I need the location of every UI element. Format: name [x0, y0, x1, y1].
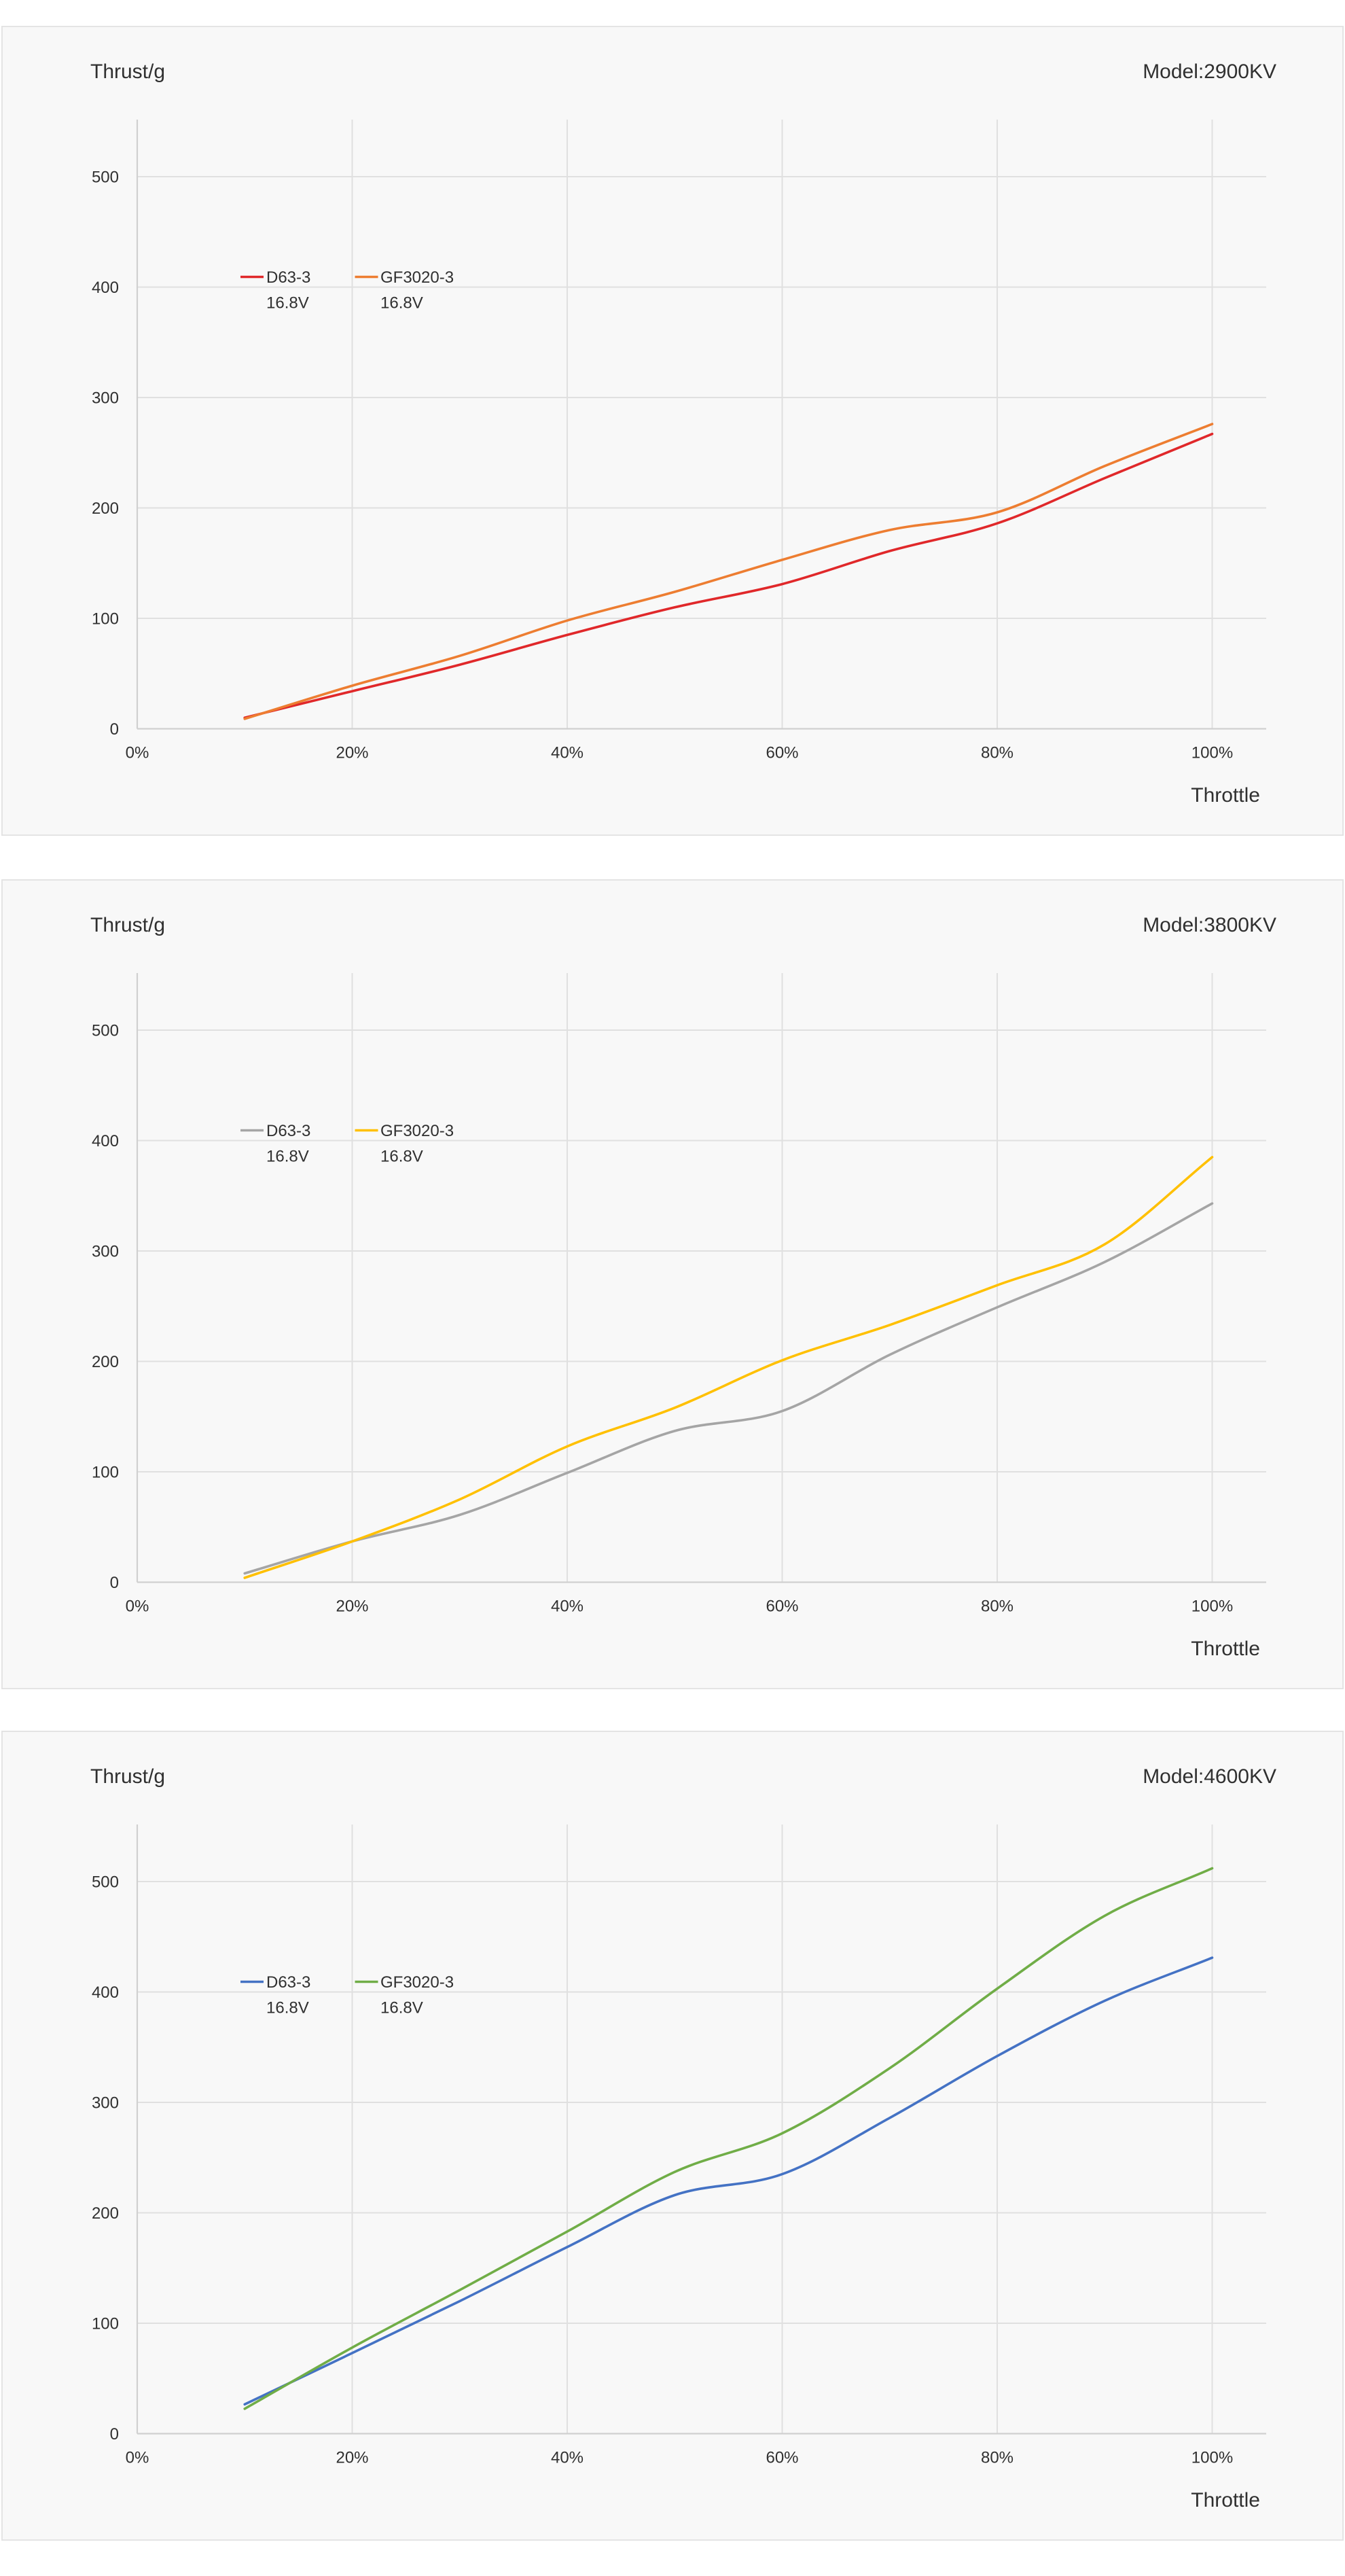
svg-text:500: 500 — [92, 1873, 119, 1892]
svg-text:400: 400 — [92, 279, 119, 297]
svg-text:0: 0 — [110, 2425, 119, 2443]
svg-text:Model:4600KV: Model:4600KV — [1143, 1765, 1276, 1788]
svg-text:16.8V: 16.8V — [380, 294, 423, 313]
svg-text:60%: 60% — [766, 744, 798, 762]
svg-text:100: 100 — [92, 2315, 119, 2333]
svg-text:500: 500 — [92, 1022, 119, 1040]
svg-text:100%: 100% — [1191, 744, 1233, 762]
svg-text:0: 0 — [110, 720, 119, 739]
svg-text:20%: 20% — [336, 1598, 368, 1616]
svg-text:40%: 40% — [551, 2449, 584, 2467]
svg-text:Model:2900KV: Model:2900KV — [1143, 60, 1276, 83]
svg-text:0%: 0% — [126, 1598, 149, 1616]
svg-text:0%: 0% — [126, 2449, 149, 2467]
svg-text:GF3020-3: GF3020-3 — [380, 268, 454, 287]
svg-text:16.8V: 16.8V — [380, 1148, 423, 1166]
svg-text:16.8V: 16.8V — [266, 1148, 309, 1166]
svg-text:80%: 80% — [981, 744, 1014, 762]
svg-text:Thrust/g: Thrust/g — [90, 60, 165, 83]
svg-text:100: 100 — [92, 610, 119, 629]
svg-text:Thrust/g: Thrust/g — [90, 914, 165, 936]
svg-text:40%: 40% — [551, 744, 584, 762]
svg-text:200: 200 — [92, 2204, 119, 2223]
svg-text:20%: 20% — [336, 744, 368, 762]
svg-text:D63-3: D63-3 — [266, 1973, 310, 1992]
svg-text:0: 0 — [110, 1574, 119, 1592]
svg-text:80%: 80% — [981, 2449, 1014, 2467]
svg-text:200: 200 — [92, 1353, 119, 1371]
svg-text:16.8V: 16.8V — [266, 1999, 309, 2017]
svg-text:300: 300 — [92, 2094, 119, 2113]
svg-text:100: 100 — [92, 1464, 119, 1482]
svg-text:60%: 60% — [766, 2449, 798, 2467]
svg-text:Model:3800KV: Model:3800KV — [1143, 914, 1276, 936]
svg-text:300: 300 — [92, 389, 119, 408]
svg-text:60%: 60% — [766, 1598, 798, 1616]
svg-text:Throttle: Throttle — [1191, 2489, 1260, 2511]
svg-text:200: 200 — [92, 499, 119, 518]
svg-text:D63-3: D63-3 — [266, 1122, 310, 1140]
svg-text:40%: 40% — [551, 1598, 584, 1616]
svg-text:20%: 20% — [336, 2449, 368, 2467]
svg-text:16.8V: 16.8V — [266, 294, 309, 313]
svg-text:100%: 100% — [1191, 1598, 1233, 1616]
svg-text:Thrust/g: Thrust/g — [90, 1765, 165, 1788]
svg-text:300: 300 — [92, 1243, 119, 1261]
svg-text:80%: 80% — [981, 1598, 1014, 1616]
svg-text:Throttle: Throttle — [1191, 784, 1260, 807]
svg-text:500: 500 — [92, 169, 119, 187]
svg-text:0%: 0% — [126, 744, 149, 762]
svg-text:16.8V: 16.8V — [380, 1999, 423, 2017]
svg-text:400: 400 — [92, 1132, 119, 1150]
svg-text:400: 400 — [92, 1983, 119, 2002]
svg-text:100%: 100% — [1191, 2449, 1233, 2467]
svg-text:GF3020-3: GF3020-3 — [380, 1122, 454, 1140]
svg-text:D63-3: D63-3 — [266, 268, 310, 287]
svg-text:Throttle: Throttle — [1191, 1638, 1260, 1660]
svg-text:GF3020-3: GF3020-3 — [380, 1973, 454, 1992]
